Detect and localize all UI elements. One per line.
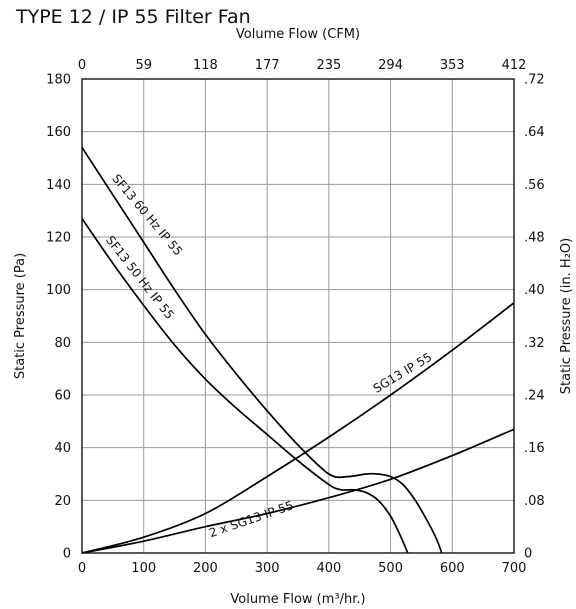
y2-tick-label: 0 (524, 547, 532, 562)
grid (82, 79, 514, 553)
ticks: 0010059200118300177400235500294600353700… (46, 58, 545, 576)
y2-tick-label: .56 (524, 178, 545, 193)
plot-frame (82, 79, 514, 553)
y2-tick-label: .72 (524, 73, 545, 88)
x2-tick-label: 177 (255, 58, 280, 73)
x-tick-label: 500 (378, 561, 403, 576)
x2-tick-label: 59 (135, 58, 152, 73)
y2-tick-label: .08 (524, 494, 545, 509)
y-tick-label: 20 (54, 494, 71, 509)
y2-tick-label: .24 (524, 389, 545, 404)
y2-axis-title: Static Pressure (in. H₂O) (559, 238, 574, 394)
x2-tick-label: 294 (378, 58, 403, 73)
x-tick-label: 300 (255, 561, 280, 576)
x2-tick-label: 353 (440, 58, 465, 73)
x2-tick-label: 235 (316, 58, 341, 73)
y-tick-label: 80 (54, 336, 71, 351)
y-tick-label: 140 (46, 178, 71, 193)
x-tick-label: 700 (502, 561, 527, 576)
x-tick-label: 600 (440, 561, 465, 576)
y2-tick-label: .16 (524, 441, 545, 456)
chart-title: TYPE 12 / IP 55 Filter Fan (15, 6, 251, 28)
y2-tick-label: .40 (524, 283, 545, 298)
x2-tick-label: 412 (502, 58, 527, 73)
y2-tick-label: .32 (524, 336, 545, 351)
y-tick-label: 0 (63, 547, 71, 562)
x-axis-title: Volume Flow (m³/hr.) (230, 592, 365, 607)
curve-label-sg13: SG13 IP 55 (371, 350, 435, 396)
x2-axis-title: Volume Flow (CFM) (236, 27, 360, 42)
y-tick-label: 160 (46, 125, 71, 140)
y2-tick-label: .64 (524, 125, 545, 140)
x-tick-label: 400 (316, 561, 341, 576)
x-tick-label: 0 (78, 561, 86, 576)
x2-tick-label: 0 (78, 58, 86, 73)
y-tick-label: 60 (54, 389, 71, 404)
y-tick-label: 120 (46, 231, 71, 246)
y-tick-label: 100 (46, 283, 71, 298)
y-axis-title: Static Pressure (Pa) (13, 253, 28, 379)
x-tick-label: 200 (193, 561, 218, 576)
series-line (82, 303, 514, 553)
x-tick-label: 100 (131, 561, 156, 576)
y2-tick-label: .48 (524, 231, 545, 246)
y-tick-label: 180 (46, 73, 71, 88)
y-tick-label: 40 (54, 441, 71, 456)
x2-tick-label: 118 (193, 58, 218, 73)
